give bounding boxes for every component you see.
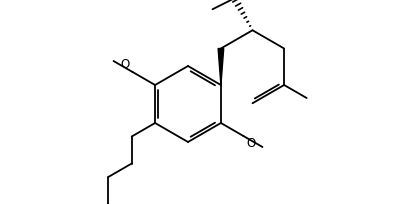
Text: O: O — [245, 137, 254, 150]
Text: O: O — [121, 58, 130, 71]
Polygon shape — [218, 49, 223, 85]
